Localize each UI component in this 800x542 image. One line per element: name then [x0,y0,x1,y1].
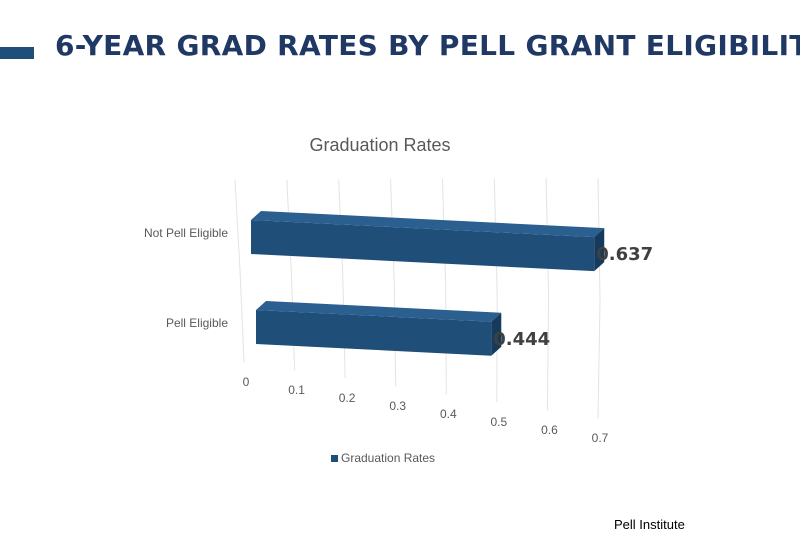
data-label: 0.637 [596,244,653,265]
data-label: 0.444 [493,329,550,350]
title-accent-bar [0,47,34,59]
category-label: Not Pell Eligible [144,226,228,240]
bar-front-face [251,220,595,272]
chart-legend: Graduation Rates [331,451,435,465]
chart-title: Graduation Rates [309,135,450,155]
floor-gridline [546,295,550,411]
bar-top-face [256,301,502,322]
x-tick-label: 0.2 [339,391,356,405]
bar-end-face [594,228,605,272]
footer-source: Pell Institute [614,517,685,532]
bar-end-face [491,312,502,356]
bar [251,211,605,272]
wall-gridline [234,179,241,271]
floor-gridline [597,299,601,419]
legend-label: Graduation Rates [341,451,435,465]
slide-title: 6-YEAR GRAD RATES BY PELL GRANT ELIGIBIL… [55,29,800,62]
x-tick-label: 0.6 [541,423,558,437]
bar-front-face [256,310,492,356]
x-tick-label: 0.3 [389,399,406,413]
x-tick-label: 0.1 [288,383,305,397]
x-tick-label: 0.5 [491,415,508,429]
category-label: Pell Eligible [166,316,228,330]
bar [256,301,502,356]
chart-bars [251,211,605,356]
bar-top-face [251,211,605,238]
chart-labels: 0 0.1 0.2 0.3 0.4 0.5 0.6 0.7 Pell Eligible 0.444… [144,226,653,445]
x-tick-label: 0 [243,375,250,389]
floor-gridline [239,269,245,363]
legend-swatch [331,455,338,462]
x-tick-label: 0.4 [440,407,457,421]
x-tick-label: 0.7 [592,431,609,445]
